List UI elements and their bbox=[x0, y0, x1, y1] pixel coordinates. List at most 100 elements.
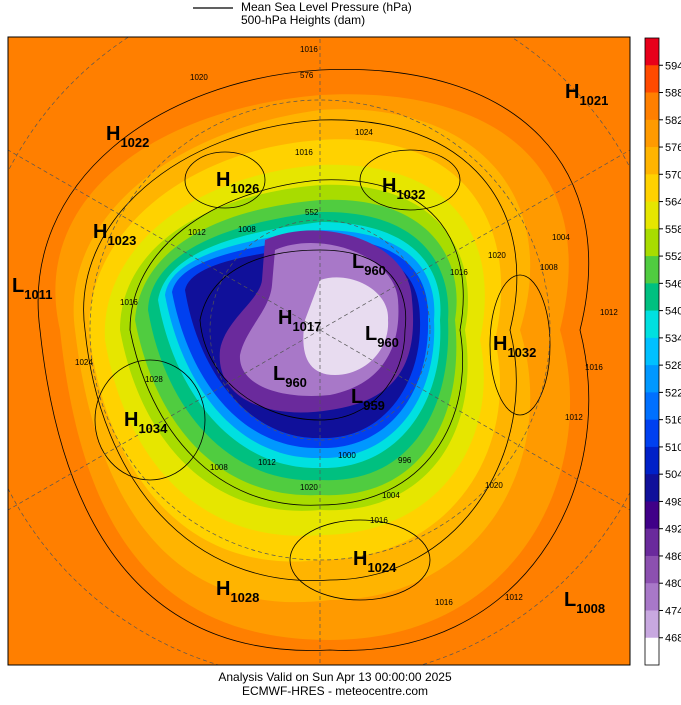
contour-label: 1004 bbox=[382, 491, 400, 500]
center-letter: H bbox=[106, 123, 120, 145]
center-value: 1021 bbox=[579, 93, 608, 108]
pressure-center: L1011 bbox=[12, 275, 52, 302]
isobars bbox=[37, 68, 589, 651]
pressure-center: H1034 bbox=[124, 409, 168, 436]
colorbar-label: 540 bbox=[665, 306, 681, 318]
pressure-center: L1008 bbox=[564, 589, 605, 616]
colorbar-cell bbox=[645, 38, 659, 66]
center-letter: L bbox=[365, 323, 377, 345]
contour-label: 1020 bbox=[300, 483, 318, 492]
center-letter: L bbox=[564, 589, 576, 611]
colorbar-frame bbox=[644, 37, 660, 666]
center-letter: H bbox=[382, 175, 396, 197]
center-letter: H bbox=[216, 578, 230, 600]
colorbar-cell bbox=[645, 583, 659, 611]
colorbar-label: 498 bbox=[665, 496, 681, 508]
center-letter: L bbox=[12, 275, 24, 297]
colorbar-cell bbox=[645, 555, 659, 584]
map-frame bbox=[7, 36, 631, 666]
pressure-center: H1032 bbox=[382, 175, 425, 202]
contour-label: 1024 bbox=[355, 128, 373, 137]
colorbar-cell bbox=[645, 419, 659, 448]
colorbar-label: 474 bbox=[665, 605, 681, 617]
pressure-center: H1017 bbox=[278, 307, 321, 334]
contour-label: 1008 bbox=[540, 263, 558, 272]
contour-label: 1012 bbox=[505, 593, 523, 602]
colorbar-cell bbox=[645, 174, 659, 203]
height-area bbox=[303, 277, 389, 375]
colorbar-cell bbox=[645, 392, 659, 421]
contour-label: 1000 bbox=[338, 451, 356, 460]
center-value: 1026 bbox=[230, 181, 259, 196]
colorbar-label: 558 bbox=[665, 224, 681, 236]
center-value: 1032 bbox=[507, 345, 536, 360]
colorbar-cell bbox=[645, 65, 659, 94]
colorbar-label: 534 bbox=[665, 333, 681, 345]
colorbar-label: 528 bbox=[665, 360, 681, 372]
colorbar-cell bbox=[645, 283, 659, 312]
contour-label: 552 bbox=[305, 208, 319, 217]
contour-labels: 1016 1020 1024 1016 1012 1008 1016 1020 … bbox=[75, 45, 618, 607]
contour-label: 1016 bbox=[120, 298, 138, 307]
pressure-center: L960 bbox=[273, 363, 307, 390]
center-letter: H bbox=[278, 307, 292, 329]
colorbar-cell bbox=[645, 528, 659, 557]
colorbar-label: 564 bbox=[665, 197, 681, 209]
center-value: 1024 bbox=[367, 560, 397, 575]
footer-line: Analysis Valid on Sun Apr 13 00:00:00 20… bbox=[218, 670, 452, 684]
contour-label: 1012 bbox=[188, 228, 206, 237]
center-letter: L bbox=[351, 386, 363, 408]
colorbar-cell bbox=[645, 147, 659, 175]
contour-label: 1016 bbox=[295, 148, 313, 157]
colorbar-cell bbox=[645, 228, 659, 257]
center-value: 960 bbox=[364, 263, 386, 278]
colorbar-cell bbox=[645, 92, 659, 121]
center-value: 1034 bbox=[138, 421, 168, 436]
colorbar-label: 552 bbox=[665, 251, 681, 263]
contour-label: 1016 bbox=[370, 516, 388, 525]
contour-label: 1016 bbox=[450, 268, 468, 277]
center-value: 1011 bbox=[24, 287, 52, 302]
contour-label: 1012 bbox=[258, 458, 276, 467]
colorbar-label: 582 bbox=[665, 115, 681, 127]
center-letter: L bbox=[273, 363, 285, 385]
pressure-center: H1026 bbox=[216, 169, 259, 196]
center-value: 960 bbox=[377, 335, 399, 350]
pressure-center: H1024 bbox=[353, 548, 397, 575]
contour-label: 1028 bbox=[145, 375, 163, 384]
center-value: 959 bbox=[363, 398, 385, 413]
pressure-center: L960 bbox=[365, 323, 399, 350]
center-letter: H bbox=[493, 333, 507, 355]
contour-label: 1016 bbox=[300, 45, 318, 54]
colorbar-label: 492 bbox=[665, 524, 681, 536]
contour-label: 1020 bbox=[485, 481, 503, 490]
pressure-center: H1032 bbox=[493, 333, 536, 360]
center-letter: H bbox=[93, 221, 107, 243]
center-value: 1028 bbox=[230, 590, 259, 605]
pressure-center: H1028 bbox=[216, 578, 259, 605]
contour-label: 1008 bbox=[210, 463, 228, 472]
center-value: 1023 bbox=[107, 233, 136, 248]
legend-label: Mean Sea Level Pressure (hPa) bbox=[241, 0, 412, 14]
colorbar-label: 516 bbox=[665, 415, 681, 427]
colorbar-cell bbox=[645, 610, 659, 639]
colorbar-label: 522 bbox=[665, 387, 681, 399]
center-letter: H bbox=[565, 81, 579, 103]
colorbar-cell bbox=[645, 474, 659, 502]
center-value: 960 bbox=[285, 375, 307, 390]
contour-label: 1016 bbox=[585, 363, 603, 372]
colorbar-cell bbox=[645, 337, 659, 366]
colorbar-cell bbox=[645, 119, 659, 148]
colorbar-cell bbox=[645, 501, 659, 530]
contour-label: 1020 bbox=[488, 251, 506, 260]
colorbar-cell bbox=[645, 256, 659, 284]
contour-label: 996 bbox=[398, 456, 412, 465]
center-letter: H bbox=[353, 548, 367, 570]
pressure-center: H1023 bbox=[93, 221, 136, 248]
center-letter: L bbox=[352, 251, 364, 273]
contour-label: 1012 bbox=[600, 308, 618, 317]
colorbar-cell bbox=[645, 365, 659, 393]
contour-label: 576 bbox=[300, 71, 314, 80]
colorbar-label: 546 bbox=[665, 278, 681, 290]
pressure-centers: H1021 H1022 H1026 H1032 H1023 L960 L1011… bbox=[12, 81, 608, 616]
